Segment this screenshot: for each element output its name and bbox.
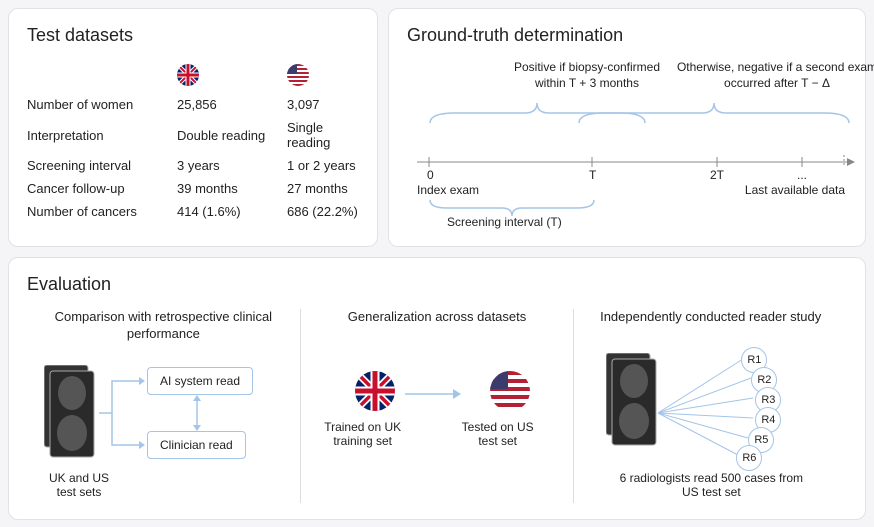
tick-label: T xyxy=(589,168,596,182)
gt-positive-label: Positive if biopsy-confirmed within T + … xyxy=(497,60,677,91)
us-flag-icon xyxy=(490,371,530,411)
eval-subtitle: Comparison with retrospective clinical p… xyxy=(39,309,288,343)
row-us: 27 months xyxy=(287,177,359,200)
col1-caption: UK and US test sets xyxy=(39,471,119,499)
test-datasets-panel: Test datasets xyxy=(8,8,378,247)
row-label: Number of cancers xyxy=(27,200,177,223)
row-uk: 414 (1.6%) xyxy=(177,200,287,223)
eval-col-reader-study: Independently conducted reader study xyxy=(573,309,847,503)
row-uk: 25,856 xyxy=(177,93,287,116)
table-row: Number of cancers414 (1.6%)686 (22.2%) xyxy=(27,200,359,223)
row-label: Cancer follow-up xyxy=(27,177,177,200)
ai-read-box: AI system read xyxy=(147,367,253,395)
panel-title-eval: Evaluation xyxy=(27,274,847,295)
row-us: 3,097 xyxy=(287,93,359,116)
us-flag-icon xyxy=(287,64,309,86)
arrow-icon xyxy=(97,373,147,453)
row-uk: 3 years xyxy=(177,154,287,177)
uk-flag-icon xyxy=(177,64,199,86)
row-uk: Double reading xyxy=(177,116,287,154)
row-label: Screening interval xyxy=(27,154,177,177)
reader-bubble: R6 xyxy=(736,445,762,471)
table-row: Cancer follow-up39 months27 months xyxy=(27,177,359,200)
tested-caption: Tested on US test set xyxy=(453,420,543,448)
row-us: 1 or 2 years xyxy=(287,154,359,177)
brace-icon xyxy=(574,98,854,128)
eval-col-comparison: Comparison with retrospective clinical p… xyxy=(27,309,300,503)
screening-interval-label: Screening interval (T) xyxy=(447,215,562,229)
table-row: Number of women25,8563,097 xyxy=(27,93,359,116)
row-label: Interpretation xyxy=(27,116,177,154)
ground-truth-panel: Ground-truth determination Positive if b… xyxy=(388,8,866,247)
tick-label: 2T xyxy=(710,168,724,182)
panel-title-datasets: Test datasets xyxy=(27,25,359,46)
mammogram-icon xyxy=(44,365,98,464)
table-row: Screening interval3 years1 or 2 years xyxy=(27,154,359,177)
mammogram-icon xyxy=(606,353,660,452)
uk-flag-icon xyxy=(355,371,395,411)
axis-icon xyxy=(417,155,857,169)
ground-truth-diagram: Positive if biopsy-confirmed within T + … xyxy=(407,60,847,230)
eval-col-generalization: Generalization across datasets Trained xyxy=(300,309,574,503)
eval-subtitle: Generalization across datasets xyxy=(313,309,562,343)
row-us: Single reading xyxy=(287,116,359,154)
col3-caption: 6 radiologists read 500 cases from US te… xyxy=(611,471,811,499)
row-label: Number of women xyxy=(27,93,177,116)
clinician-read-box: Clinician read xyxy=(147,431,246,459)
trained-caption: Trained on UK training set xyxy=(318,420,408,448)
table-row: InterpretationDouble readingSingle readi… xyxy=(27,116,359,154)
tick-label: 0 xyxy=(427,168,434,182)
row-uk: 39 months xyxy=(177,177,287,200)
evaluation-panel: Evaluation Comparison with retrospective… xyxy=(8,257,866,520)
gt-negative-label: Otherwise, negative if a second exam occ… xyxy=(672,60,874,91)
row-us: 686 (22.2%) xyxy=(287,200,359,223)
last-data-label: Last available data xyxy=(745,183,845,197)
datasets-table: Number of women25,8563,097 Interpretatio… xyxy=(27,60,359,223)
double-arrow-icon xyxy=(189,395,205,431)
arrow-icon xyxy=(403,387,463,401)
panel-title-gt: Ground-truth determination xyxy=(407,25,847,46)
index-exam-label: Index exam xyxy=(417,183,479,197)
tick-label: ... xyxy=(797,168,807,182)
eval-subtitle: Independently conducted reader study xyxy=(586,309,835,343)
